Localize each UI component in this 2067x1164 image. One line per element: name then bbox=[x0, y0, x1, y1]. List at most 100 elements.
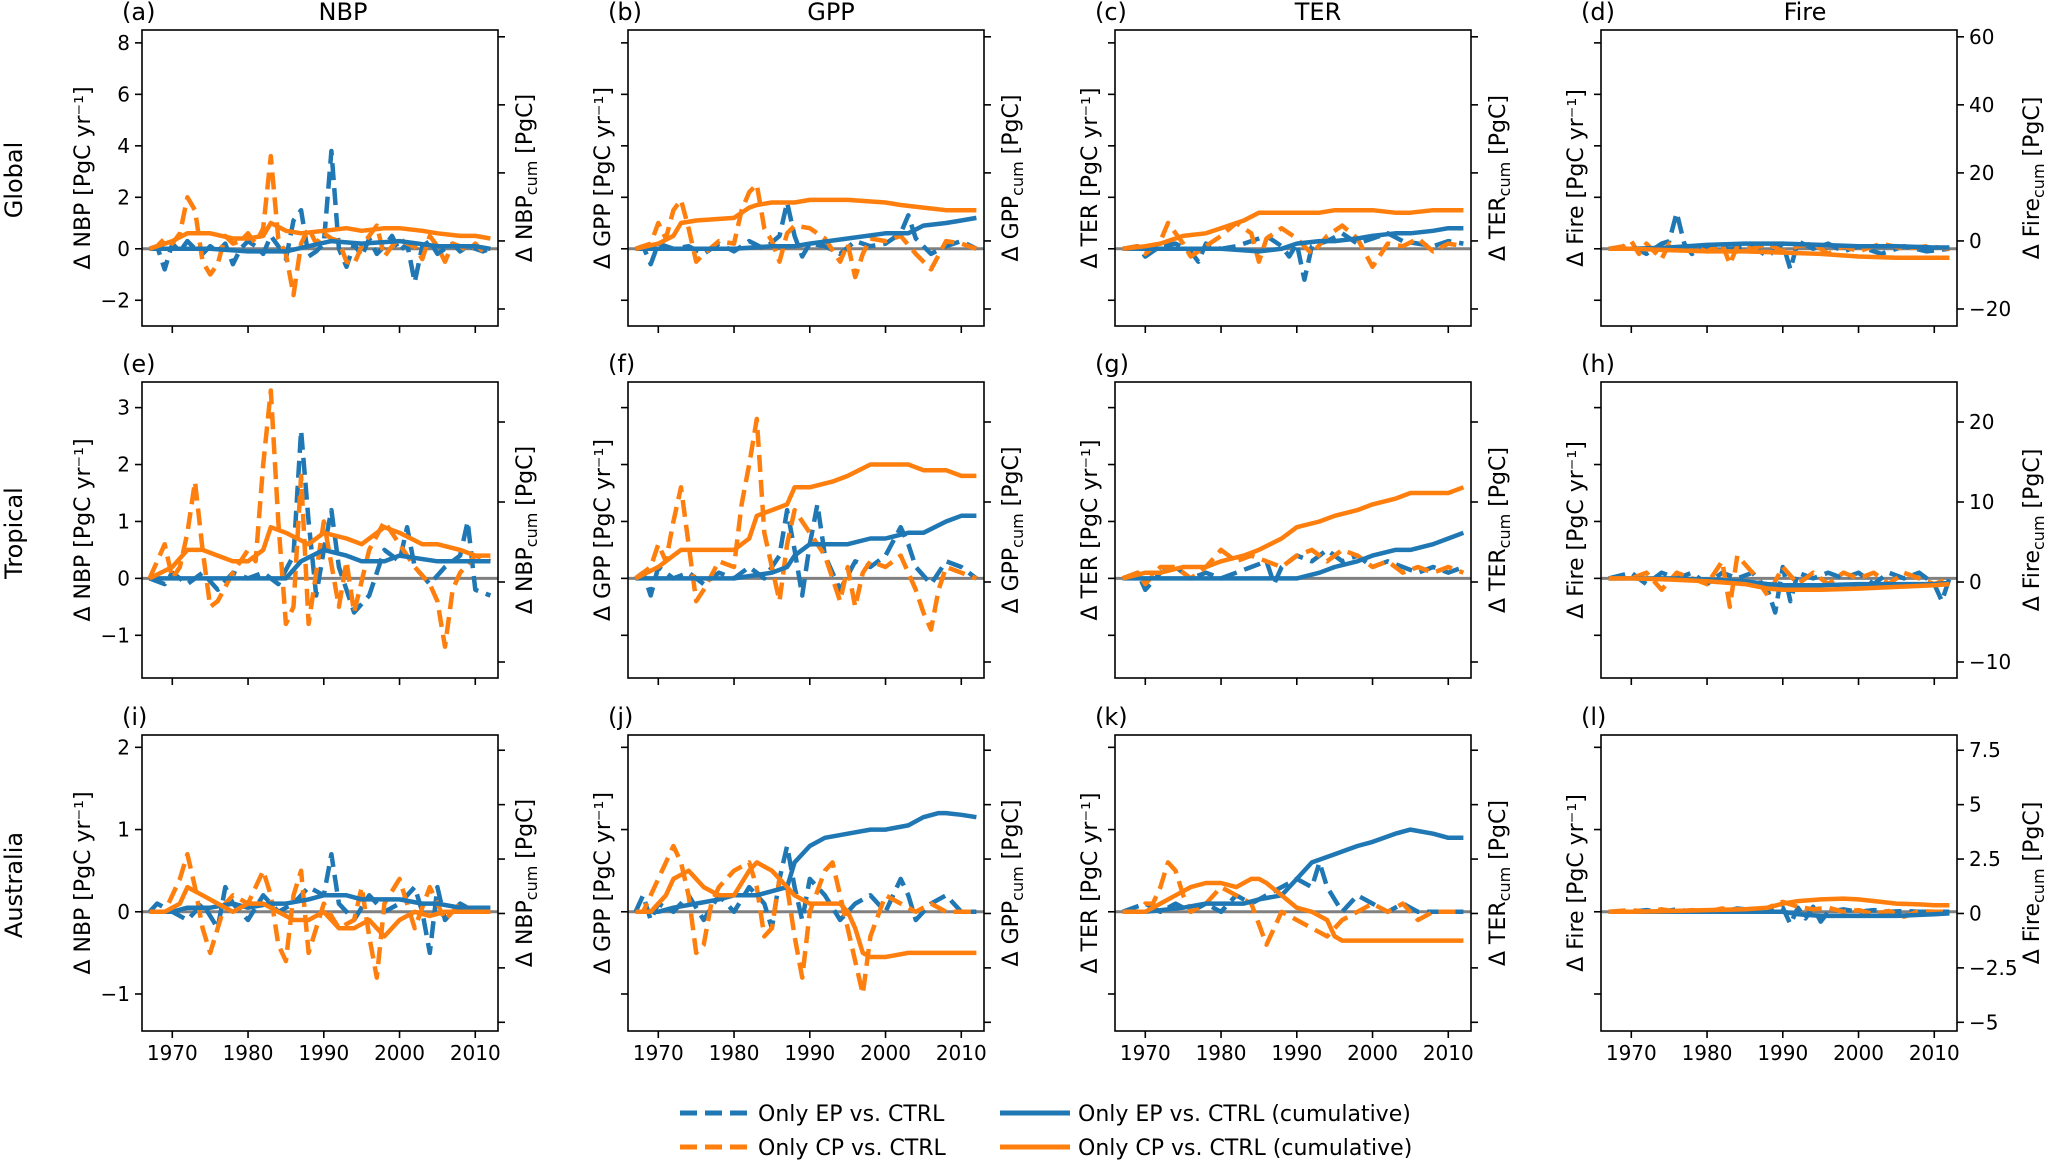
panel-label: (g) bbox=[1095, 350, 1129, 378]
x-tick-label: 1990 bbox=[784, 1041, 835, 1065]
panel-label: (e) bbox=[122, 350, 156, 378]
series-line-dashed-ep bbox=[633, 843, 977, 931]
y-axis-label-left: Δ TER [PgC yr⁻¹] bbox=[1078, 440, 1103, 621]
panel-frame bbox=[141, 381, 499, 679]
panel-h: (h) −10 0 10 20 Δ Fire [PgC yr⁻¹] Δ Firecum [P… bbox=[1564, 350, 2048, 685]
series-line-cumulative-cp bbox=[1122, 485, 1465, 581]
panel-label: (i) bbox=[122, 703, 147, 731]
legend-label-ep-dashed: Only EP vs. CTRL bbox=[758, 1102, 945, 1127]
series-line-cumulative-cp bbox=[635, 860, 977, 960]
y-axis-label-right: Δ NBPcum [PgC] bbox=[513, 799, 541, 967]
panel-label: (h) bbox=[1581, 350, 1615, 378]
y-axis-label-right: Δ Firecum [PgC] bbox=[2020, 97, 2048, 260]
column-title-ter: TER bbox=[1294, 0, 1342, 26]
series-line-cumulative-ep bbox=[635, 810, 977, 915]
y-axis-label-right: Δ NBPcum [PgC] bbox=[513, 94, 541, 262]
series-line-dashed-ep bbox=[1122, 231, 1464, 282]
panel-label: (k) bbox=[1095, 703, 1128, 731]
panel-frame bbox=[1600, 381, 1958, 679]
panel-j: (j) 1970 1980 1990 2000 2010 Δ GPP [PgC yr⁻¹] Δ… bbox=[591, 703, 1027, 1065]
legend-label-cp-solid: Only CP vs. CTRL (cumulative) bbox=[1078, 1136, 1412, 1160]
y-axis-label-left: Δ Fire [PgC yr⁻¹] bbox=[1564, 794, 1589, 972]
series-line-dashed-cp bbox=[634, 182, 978, 280]
y-axis-label-left: Δ Fire [PgC yr⁻¹] bbox=[1564, 441, 1589, 619]
series-line-dashed-cp bbox=[1122, 220, 1464, 270]
series-line-cumulative-cp bbox=[149, 884, 491, 939]
series-line-cumulative-ep bbox=[1122, 530, 1465, 581]
y-tick-label: 8 bbox=[117, 31, 130, 55]
x-tick-label: 1990 bbox=[1757, 1041, 1808, 1065]
series-line-cumulative-cp bbox=[1122, 876, 1464, 943]
y-axis-label-left: Δ GPP [PgC yr⁻¹] bbox=[591, 439, 616, 621]
panel-l: (l) 1970 1980 1990 2000 2010 −5 −2.5 0 2.5 5 7.5 Δ F… bbox=[1564, 703, 2048, 1065]
y-tick-label-right: 40 bbox=[1969, 93, 1994, 117]
panel-label: (j) bbox=[608, 703, 633, 731]
panel-i: (i) 1970 1980 1990 2000 2010 −1 0 1 2 Δ NBP [PgC y… bbox=[71, 703, 541, 1065]
y-axis-label-right: Δ Firecum [PgC] bbox=[2020, 449, 2048, 612]
y-tick-label: 0 bbox=[117, 566, 130, 590]
y-tick-label: −2 bbox=[101, 288, 130, 312]
y-tick-label-right: 60 bbox=[1969, 25, 1994, 49]
panel-k: (k) 1970 1980 1990 2000 2010 Δ TER [PgC yr⁻¹] Δ… bbox=[1078, 703, 1514, 1065]
row-title-global: Global bbox=[0, 142, 28, 219]
x-tick-label: 1980 bbox=[1196, 1041, 1247, 1065]
x-tick-label: 2010 bbox=[1423, 1041, 1474, 1065]
panel-frame bbox=[141, 29, 499, 327]
y-axis-label-left: Δ NBP [PgC yr⁻¹] bbox=[71, 438, 96, 621]
x-tick-label: 1970 bbox=[1606, 1041, 1657, 1065]
series-line-cumulative-cp bbox=[1608, 896, 1950, 915]
x-tick-label: 1990 bbox=[298, 1041, 349, 1065]
y-tick-label-right: −20 bbox=[1969, 297, 2011, 321]
series-line-cumulative-ep bbox=[149, 547, 491, 581]
y-tick-label: 0 bbox=[117, 900, 130, 924]
column-title-gpp: GPP bbox=[807, 0, 855, 26]
series-line-dashed-cp bbox=[1122, 860, 1464, 947]
panel-label: (c) bbox=[1095, 0, 1127, 26]
column-title-nbp: NBP bbox=[319, 0, 368, 26]
y-tick-label: −1 bbox=[101, 623, 130, 647]
panel-frame bbox=[1114, 381, 1472, 679]
series-line-cumulative-ep bbox=[635, 215, 977, 252]
series-line-cumulative-cp bbox=[1608, 246, 1950, 261]
y-axis-label-left: Δ TER [PgC yr⁻¹] bbox=[1078, 88, 1103, 269]
y-axis-label-left: Δ NBP [PgC yr⁻¹] bbox=[71, 86, 96, 269]
y-axis-label-right: Δ TERcum [PgC] bbox=[1486, 447, 1514, 613]
series-line-cumulative-cp bbox=[148, 524, 491, 581]
y-tick-label: 1 bbox=[117, 818, 130, 842]
panel-frame bbox=[1600, 29, 1958, 327]
series-line-dashed-ep bbox=[634, 502, 978, 598]
y-tick-label-right: 2.5 bbox=[1969, 847, 2001, 871]
y-tick-label-right: 0 bbox=[1969, 229, 1982, 253]
y-axis-label-right: Δ TERcum [PgC] bbox=[1486, 95, 1514, 261]
panel-d: (d) −20 0 20 40 60 Δ Fire [PgC yr⁻¹] Δ Firecum … bbox=[1564, 0, 2048, 333]
panel-f: (f) Δ GPP [PgC yr⁻¹] Δ GPPcum [PgC] bbox=[591, 350, 1027, 685]
panel-frame bbox=[141, 734, 499, 1032]
column-title-fire: Fire bbox=[1784, 0, 1827, 26]
series-line-dashed-cp bbox=[635, 843, 977, 997]
series-line-dashed-cp bbox=[148, 153, 492, 298]
y-axis-label-left: Δ Fire [PgC yr⁻¹] bbox=[1564, 89, 1589, 267]
panel-label: (b) bbox=[608, 0, 642, 26]
row-title-australia: Australia bbox=[0, 832, 28, 938]
series-line-cumulative-cp bbox=[634, 462, 977, 581]
y-tick-label-right: 10 bbox=[1969, 490, 1994, 514]
y-tick-label-right: 7.5 bbox=[1969, 738, 2001, 762]
y-tick-label: 2 bbox=[117, 185, 130, 209]
panel-frame bbox=[1114, 29, 1472, 327]
y-tick-label-right: 0 bbox=[1969, 901, 1982, 925]
series-line-cumulative-ep bbox=[1122, 225, 1464, 254]
x-tick-label: 2000 bbox=[1347, 1041, 1398, 1065]
series-line-dashed-ep bbox=[147, 851, 491, 956]
x-tick-label: 1970 bbox=[633, 1041, 684, 1065]
series-line-cumulative-cp bbox=[635, 197, 977, 251]
y-tick-label: 1 bbox=[117, 509, 130, 533]
panel-label: (a) bbox=[122, 0, 155, 26]
y-axis-label-right: Δ GPPcum [PgC] bbox=[999, 447, 1027, 614]
y-axis-label-right: Δ Firecum [PgC] bbox=[2020, 802, 2048, 965]
y-tick-label: 6 bbox=[117, 82, 130, 106]
series-line-dashed-cp bbox=[1121, 547, 1465, 587]
panel-label: (f) bbox=[608, 350, 635, 378]
x-tick-label: 1970 bbox=[147, 1041, 198, 1065]
series-line-dashed-cp bbox=[147, 388, 492, 649]
y-axis-label-left: Δ NBP [PgC yr⁻¹] bbox=[71, 791, 96, 974]
